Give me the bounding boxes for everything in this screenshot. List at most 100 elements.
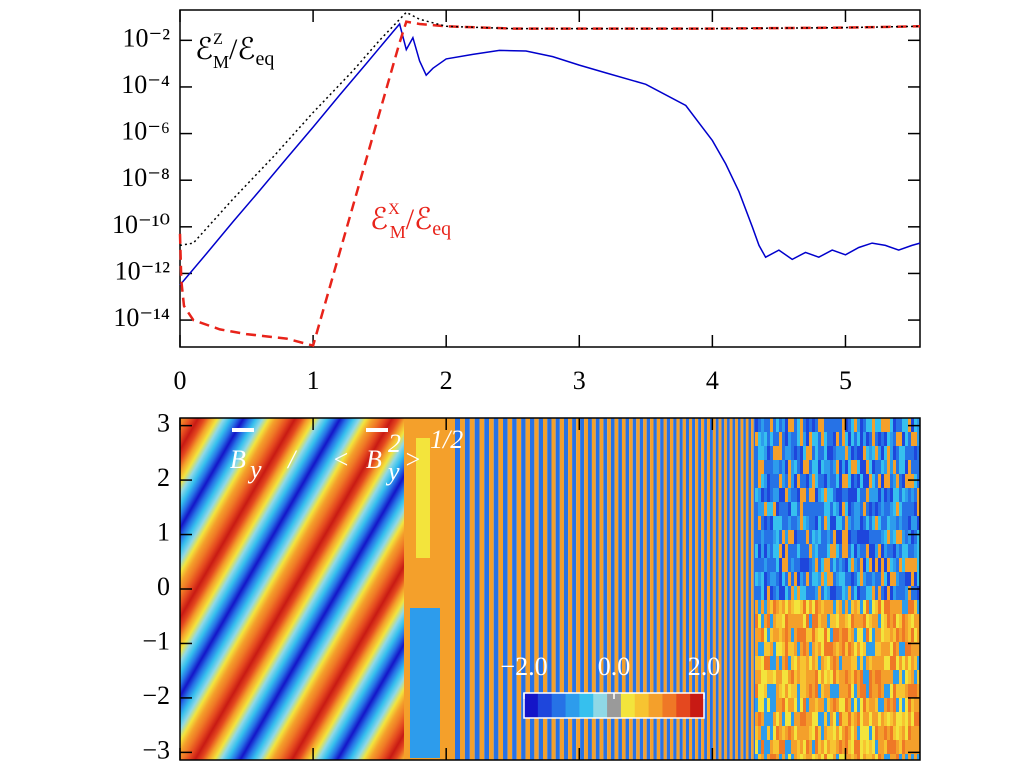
field-noise (827, 712, 830, 726)
field-noise (782, 726, 785, 740)
field-noise (770, 614, 773, 628)
field-noise (863, 600, 866, 614)
field-noise (791, 628, 794, 642)
field-noise (899, 670, 902, 684)
field-noise (878, 684, 881, 698)
field-noise (791, 446, 794, 460)
field-noise (830, 712, 833, 726)
field-noise (884, 642, 887, 656)
field-noise (848, 614, 851, 628)
field-noise (830, 754, 833, 760)
field-noise (860, 698, 863, 712)
field-noise (884, 460, 887, 474)
field-noise (869, 530, 872, 544)
field-noise (779, 628, 782, 642)
field-noise (863, 446, 866, 460)
field-noise (833, 446, 836, 460)
field-noise (905, 642, 908, 656)
colorbar-swatch (634, 693, 650, 718)
field-noise (890, 460, 893, 474)
field-noise (893, 600, 896, 614)
field-noise (776, 502, 779, 516)
field-noise (791, 684, 794, 698)
annotation-part: M (213, 52, 229, 72)
annotation-part: ℰ (195, 33, 213, 66)
field-noise (794, 418, 797, 432)
field-noise (770, 670, 773, 684)
field-noise (755, 670, 758, 684)
field-noise (917, 446, 920, 460)
field-noise (842, 656, 845, 670)
field-stripe (498, 418, 504, 760)
field-noise (860, 684, 863, 698)
field-noise (779, 586, 782, 600)
field-noise (836, 712, 839, 726)
field-noise (800, 446, 803, 460)
overbar (232, 428, 254, 432)
field-noise (908, 712, 911, 726)
field-stripe (670, 418, 674, 760)
field-noise (815, 642, 818, 656)
field-noise (869, 516, 872, 530)
field-noise (767, 502, 770, 516)
field-noise (764, 656, 767, 670)
field-noise (803, 530, 806, 544)
field-noise (773, 544, 776, 558)
field-noise (896, 740, 899, 754)
field-stripe (543, 418, 548, 760)
field-noise (893, 698, 896, 712)
field-noise (860, 474, 863, 488)
field-noise (863, 698, 866, 712)
field-noise (899, 530, 902, 544)
field-stripe (673, 418, 677, 760)
field-noise (782, 642, 785, 656)
field-noise (818, 614, 821, 628)
field-noise (851, 726, 854, 740)
field-noise (881, 502, 884, 516)
field-noise (821, 446, 824, 460)
annotation-part: /ℰ (406, 203, 433, 236)
field-noise (908, 474, 911, 488)
field-noise (803, 558, 806, 572)
field-noise (785, 642, 788, 656)
field-noise (872, 572, 875, 586)
field-noise (905, 754, 908, 760)
field-noise (845, 642, 848, 656)
field-noise (833, 474, 836, 488)
field-noise (755, 642, 758, 656)
field-noise (827, 516, 830, 530)
field-noise (818, 474, 821, 488)
field-noise (917, 488, 920, 502)
field-noise (821, 432, 824, 446)
field-noise (866, 698, 869, 712)
field-noise (791, 740, 794, 754)
field-noise (779, 544, 782, 558)
field-noise (836, 460, 839, 474)
x-tick-label: 4 (706, 366, 719, 395)
field-noise (893, 460, 896, 474)
field-noise (788, 488, 791, 502)
field-noise (767, 572, 770, 586)
field-noise (809, 446, 812, 460)
field-noise (794, 712, 797, 726)
field-noise (788, 600, 791, 614)
field-noise (761, 544, 764, 558)
field-stripe (737, 418, 741, 760)
y-tick-label: 10⁻¹⁴ (113, 303, 170, 332)
field-noise (902, 628, 905, 642)
field-noise (779, 432, 782, 446)
field-noise (830, 726, 833, 740)
field-noise (833, 530, 836, 544)
field-noise (761, 586, 764, 600)
field-noise (773, 628, 776, 642)
field-noise (902, 600, 905, 614)
field-noise (857, 754, 860, 760)
field-noise (779, 656, 782, 670)
field-noise (806, 544, 809, 558)
field-noise (839, 642, 842, 656)
field-noise (899, 558, 902, 572)
field-noise (758, 530, 761, 544)
field-noise (785, 628, 788, 642)
field-noise (821, 712, 824, 726)
